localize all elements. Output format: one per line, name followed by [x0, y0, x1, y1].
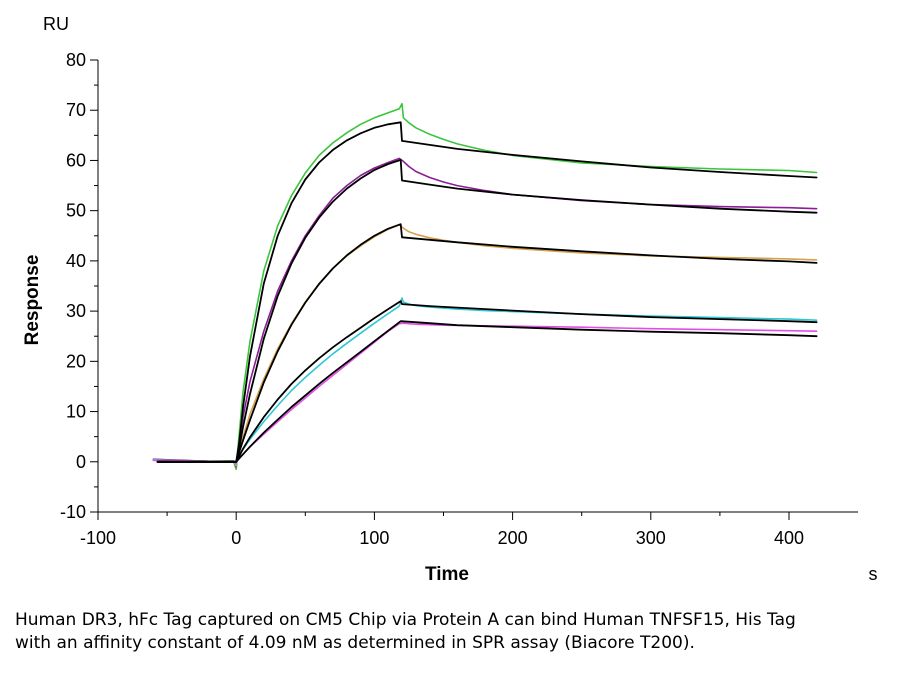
figure-caption: Human DR3, hFc Tag captured on CM5 Chip … — [15, 610, 796, 653]
x-tick-label-0: -100 — [80, 528, 116, 548]
fit-curve-6 — [156, 158, 818, 463]
y-tick-label-6: 50 — [66, 201, 86, 221]
y-tick-label-9: 80 — [66, 50, 86, 70]
x-tick-label-2: 100 — [359, 528, 389, 548]
x-tick-label-5: 400 — [774, 528, 804, 548]
x-tick-label-3: 200 — [498, 528, 528, 548]
y-tick-label-7: 60 — [66, 150, 86, 170]
fit-curve-5 — [156, 121, 818, 463]
fit-curve-7 — [156, 223, 818, 463]
x-tick-label-4: 300 — [636, 528, 666, 548]
x-tick-label-1: 0 — [231, 528, 241, 548]
response-curve-1 — [152, 157, 818, 468]
y-tick-label-0: -10 — [60, 502, 86, 522]
x-axis-title: Time — [425, 564, 469, 585]
fit-curve-9 — [156, 320, 818, 463]
series-layer — [152, 102, 818, 471]
y-unit-label: RU — [43, 14, 69, 34]
fit-curve-8 — [156, 300, 818, 463]
y-tick-label-3: 20 — [66, 351, 86, 371]
y-tick-label-1: 0 — [76, 452, 86, 472]
y-tick-label-2: 10 — [66, 402, 86, 422]
y-tick-label-8: 70 — [66, 100, 86, 120]
y-tick-label-4: 30 — [66, 301, 86, 321]
x-unit-label: s — [869, 564, 878, 584]
y-tick-label-5: 40 — [66, 251, 86, 271]
y-axis-title: Response — [22, 255, 43, 346]
